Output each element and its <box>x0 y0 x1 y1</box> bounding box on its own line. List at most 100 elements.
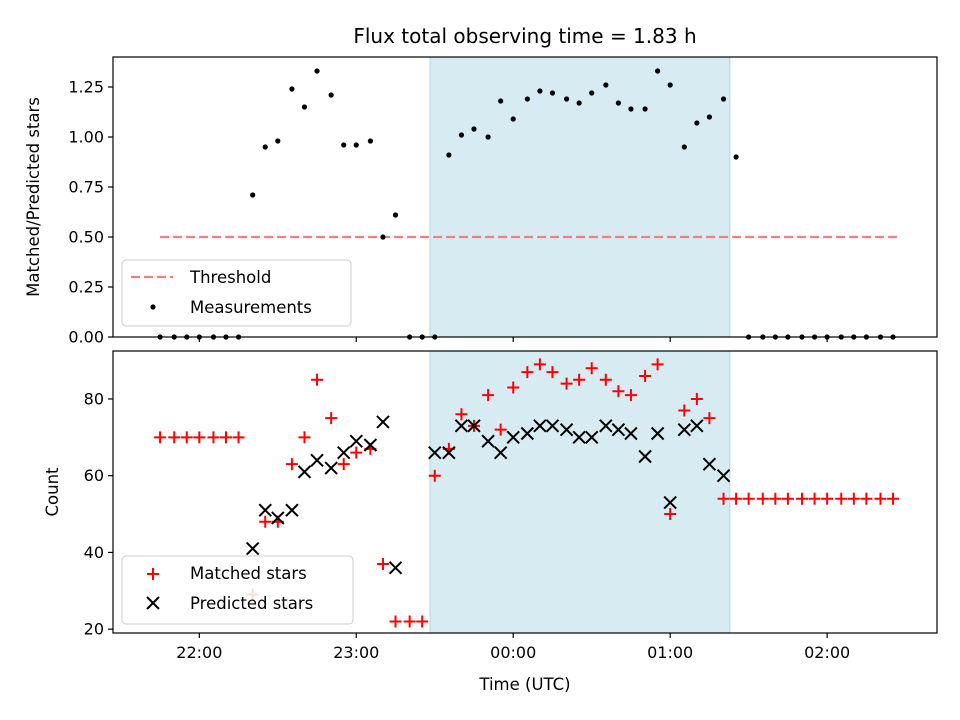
matched-star-point <box>573 373 586 386</box>
measurement-point <box>681 144 687 150</box>
measurement-point <box>275 138 281 144</box>
predicted-star-point <box>285 503 299 517</box>
measurement-point <box>250 192 256 198</box>
matched-star-point <box>403 615 416 628</box>
predicted-legend-label: Predicted stars <box>190 594 313 613</box>
matched-star-point <box>717 492 730 505</box>
matched-star-point <box>821 492 834 505</box>
predicted-star-point <box>245 541 260 556</box>
matched-star-point <box>599 373 612 386</box>
top-observing-window <box>429 56 731 338</box>
matched-star-point <box>678 404 691 417</box>
matched-star-point <box>521 366 534 379</box>
threshold-legend-label: Threshold <box>189 268 271 287</box>
predicted-star-point <box>520 426 535 441</box>
matched-star-point <box>207 431 220 444</box>
matched-star-point <box>860 492 873 505</box>
predicted-star-point <box>258 503 272 517</box>
matched-star-point <box>180 431 193 444</box>
matched-star-point <box>285 458 298 471</box>
measurement-point <box>485 134 491 140</box>
measurement-point <box>549 90 556 96</box>
measurement-point <box>655 68 661 74</box>
bottom-y-tick-label: 40 <box>84 543 104 562</box>
matched-star-point <box>416 615 429 628</box>
bottom-legend-box <box>121 555 354 625</box>
matched-star-point <box>337 458 350 471</box>
measurement-point <box>720 96 727 102</box>
predicted-star-point <box>559 422 574 437</box>
predicted-star-point <box>650 426 665 441</box>
predicted-star-point <box>533 419 547 433</box>
predicted-star-point <box>271 511 285 525</box>
matched-star-point <box>624 389 637 402</box>
predicted-star-point <box>690 419 704 433</box>
x-tick-label: 01:00 <box>647 643 693 662</box>
matched-star-point <box>325 412 338 425</box>
measurement-point <box>262 144 268 150</box>
matched-star-point <box>651 358 664 371</box>
measurement-point <box>537 88 543 94</box>
matched-star-point <box>350 446 363 459</box>
matched-star-point <box>664 508 677 521</box>
matched-star-point <box>835 492 848 505</box>
top-panel: Matched/Predicted stars 0.00 0.25 0.50 0.75… <box>24 56 938 347</box>
measurement-point <box>733 154 739 160</box>
predicted-star-point <box>310 453 324 468</box>
matched-star-point <box>769 492 782 505</box>
bottom-y-ticks: 20 40 60 80 <box>84 389 113 639</box>
measurement-point <box>642 106 648 112</box>
matched-stars-points <box>154 358 900 628</box>
matched-star-point <box>546 366 559 379</box>
measurement-point <box>589 90 595 96</box>
bottom-axes-frame <box>112 350 938 634</box>
predicted-star-point <box>702 457 717 471</box>
bottom-legend: Matched stars Predicted stars <box>121 555 354 625</box>
measurement-point <box>694 120 700 126</box>
measurement-point <box>446 152 452 158</box>
predicted-star-point <box>493 445 508 460</box>
matched-star-point <box>847 492 860 505</box>
predicted-star-point <box>337 445 351 460</box>
measurement-point <box>498 98 504 104</box>
predicted-star-point <box>624 426 638 441</box>
matched-star-point <box>730 492 743 505</box>
measurement-point <box>341 142 347 148</box>
measurement-point <box>576 100 582 106</box>
bottom-observing-window <box>429 350 731 634</box>
matched-star-point <box>808 492 821 505</box>
predicted-star-point <box>638 449 652 464</box>
matched-star-point <box>756 492 769 505</box>
predicted-star-point <box>611 422 626 437</box>
predicted-star-point <box>572 430 586 445</box>
measurement-point <box>603 82 609 88</box>
predicted-star-point <box>716 468 731 483</box>
predicted-stars-points <box>245 415 731 575</box>
matched-star-point <box>703 412 716 425</box>
predicted-star-point <box>442 445 456 460</box>
predicted-star-point <box>506 430 520 445</box>
predicted-star-point <box>363 438 378 452</box>
predicted-star-point <box>677 422 692 437</box>
top-y-tick-label: 1.25 <box>68 78 104 97</box>
matched-star-point <box>220 431 233 444</box>
matched-star-point <box>887 492 900 505</box>
predicted-star-point <box>545 419 560 433</box>
bottom-y-tick-label: 80 <box>84 389 104 408</box>
matched-star-point <box>742 492 755 505</box>
measurement-point <box>510 116 516 122</box>
top-y-axis-title: Matched/Predicted stars <box>24 97 43 297</box>
bottom-y-tick-label: 20 <box>84 620 104 639</box>
matched-star-point <box>298 431 311 444</box>
matched-star-point <box>232 431 245 444</box>
measurement-point <box>706 114 713 120</box>
predicted-star-point <box>467 419 481 433</box>
measurement-point <box>667 82 673 88</box>
bottom-x-ticks: 22:00 23:00 00:00 01:00 02:00 <box>176 633 850 662</box>
predicted-star-point <box>599 419 613 433</box>
matched-star-point <box>482 389 495 402</box>
measurement-point <box>615 100 621 106</box>
matched-star-point <box>690 392 703 405</box>
predicted-star-point <box>388 561 403 575</box>
